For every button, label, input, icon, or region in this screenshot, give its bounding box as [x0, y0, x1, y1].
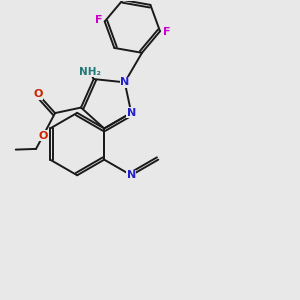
Text: F: F: [163, 27, 170, 38]
Text: O: O: [38, 131, 48, 141]
Text: N: N: [127, 108, 136, 118]
Text: N: N: [120, 77, 129, 87]
Text: NH₂: NH₂: [79, 67, 101, 77]
Text: N: N: [127, 170, 136, 180]
Text: F: F: [94, 15, 102, 26]
Text: O: O: [33, 89, 43, 99]
